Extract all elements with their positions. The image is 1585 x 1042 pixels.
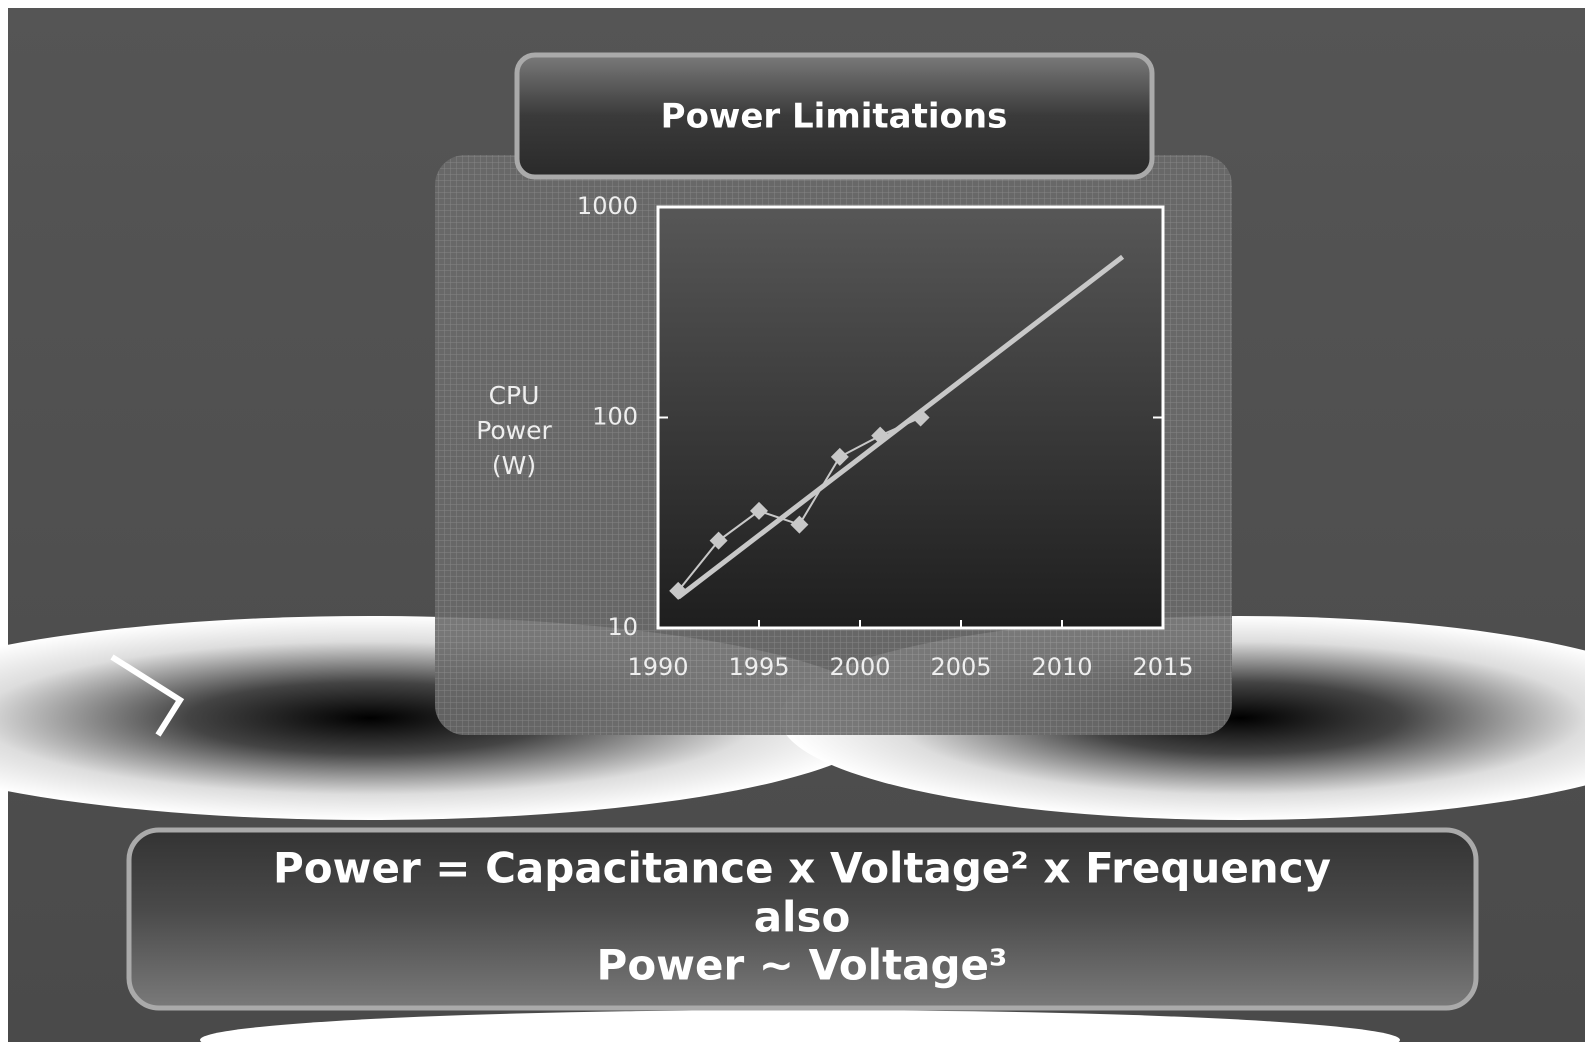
data-point <box>830 447 849 466</box>
formula: Power = Capacitance x Voltage² x Frequen… <box>273 844 1331 893</box>
x-tick-label: 1990 <box>627 653 688 681</box>
y-tick-label: 100 <box>592 403 638 431</box>
x-tick-label: 2005 <box>930 653 991 681</box>
formula: also <box>754 893 851 942</box>
formula-box <box>126 827 1479 1011</box>
x-tick-label: 2010 <box>1031 653 1092 681</box>
x-tick-label: 2015 <box>1132 653 1193 681</box>
data-point <box>750 501 768 520</box>
title-box <box>514 52 1155 180</box>
x-tick-label: 1995 <box>728 653 789 681</box>
data-point <box>790 515 809 534</box>
line <box>676 254 1125 600</box>
decoration <box>110 654 185 737</box>
y-tick-label: 1000 <box>577 192 638 220</box>
formula: Power ~ Voltage³ <box>597 941 1008 990</box>
data-point <box>709 531 728 550</box>
decoration <box>200 1010 1400 1042</box>
y-tick-label: 10 <box>607 613 638 641</box>
chart-title: Power Limitations <box>661 97 1008 137</box>
x-tick-label: 2000 <box>829 653 890 681</box>
y-axis-label: CPU Power (W) <box>476 381 552 480</box>
